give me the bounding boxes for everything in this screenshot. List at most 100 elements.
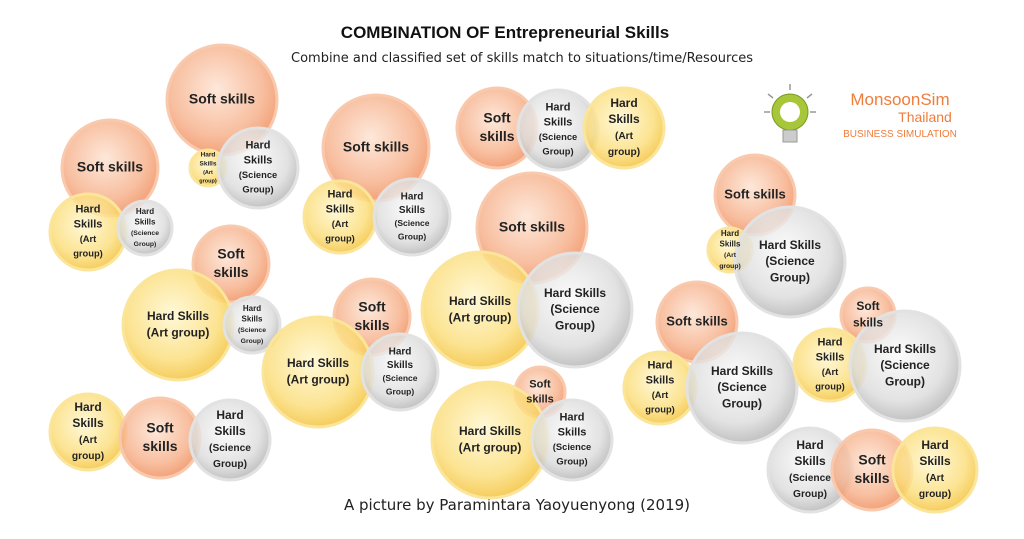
bubble-label: Soft skills — [77, 159, 143, 175]
cluster: Hard Skills (Art group) Soft skills Hard Skills… — [48, 392, 272, 482]
bubble-label: Hard Skills — [711, 364, 773, 378]
bubble-label: (Science — [209, 443, 251, 454]
bubble-label: group) — [719, 263, 741, 270]
logo-tagline: BUSINESS SIMULATION — [843, 129, 957, 140]
science-bubble — [848, 309, 962, 423]
bubble-label: Hard — [721, 229, 739, 238]
cluster: Soft skills Hard Skills (Art group) Hard Sk… — [420, 171, 634, 370]
title: COMBINATION OF Entrepreneurial Skills — [341, 23, 669, 42]
bubble-label: Hard — [921, 438, 948, 452]
bubble-label: Skills — [244, 154, 273, 166]
bubble-label: Group) — [885, 374, 925, 388]
logo-badge — [780, 102, 800, 122]
bubble-label: Hard — [201, 152, 216, 159]
bubble-label: (Art — [615, 131, 634, 142]
bubble-label: Group) — [556, 457, 587, 467]
logo-country: Thailand — [898, 109, 952, 125]
bubble-label: Soft skills — [189, 91, 255, 107]
bubble-label: (Science — [239, 170, 277, 180]
bubble-label: Skills — [242, 315, 263, 324]
bubble-label: (Science — [395, 218, 430, 228]
bubble-label: Soft skills — [666, 313, 727, 328]
bubble-label: Skills — [544, 116, 573, 128]
cluster: Soft skills Hard Skills (Art group) Hard Skil… — [622, 280, 799, 445]
bubble-label: Hard Skills — [544, 286, 606, 300]
cluster: Soft skills Hard Skills (Art group) Hard Skill… — [48, 118, 174, 272]
bubble-label: (Science — [880, 358, 930, 372]
bubble-label: (Art — [822, 367, 839, 377]
bubble-label: (Science — [765, 254, 815, 268]
science-bubble — [733, 205, 847, 319]
bubble-label: Skills — [387, 360, 414, 371]
bubble-label: group) — [199, 179, 217, 185]
bubble-label: Hard — [243, 304, 261, 313]
cluster: Soft skills Hard Skills (Art group) Hard Skil… — [706, 153, 847, 319]
bubble-label: group) — [608, 147, 640, 158]
bubble-label: Group) — [386, 387, 414, 397]
logo: MonsoonSim Thailand BUSINESS SIMULATION — [764, 84, 957, 143]
bubble-label: Skills — [816, 351, 845, 363]
bubble-label: Group) — [398, 232, 426, 242]
bubble-label: (Art — [203, 170, 213, 176]
cluster: Soft skills Hard Skills (Art group) Hard Skill… — [792, 286, 962, 423]
bubble-label: Soft — [217, 245, 245, 261]
bubble-label: Soft — [529, 378, 551, 390]
bubble-label: Group) — [770, 270, 810, 284]
bubble-label: Skills — [214, 424, 246, 438]
bubble-label: Group) — [241, 338, 264, 345]
subtitle: Combine and classified set of skills mat… — [291, 51, 753, 66]
science-bubble — [188, 398, 272, 482]
bubble-label: (Art — [724, 252, 737, 259]
bubble-label: (Science — [717, 380, 767, 394]
bubble-label: group) — [73, 249, 103, 259]
bubble-label: Hard — [74, 400, 101, 414]
bubble-label: Skills — [326, 203, 355, 215]
bubble-label: skills — [354, 317, 389, 333]
bubble-label: Soft skills — [343, 139, 409, 155]
bubble-label: Skills — [72, 416, 104, 430]
bubble-label: (Art group) — [147, 325, 210, 339]
bubble-label: Hard Skills — [459, 424, 521, 438]
bubble-label: group) — [645, 405, 675, 415]
science-bubble — [372, 177, 452, 257]
bubble-label: skills — [479, 128, 514, 144]
bubble-label: (Science — [789, 473, 831, 484]
art-bubble — [891, 426, 979, 514]
bubble-label: Soft — [483, 109, 511, 125]
bubble-label: Hard — [136, 207, 154, 216]
bubble-label: Group) — [213, 459, 247, 470]
science-bubble — [530, 398, 614, 482]
bubble-label: group) — [72, 451, 104, 462]
science-bubble — [116, 199, 174, 257]
bubble-label: skills — [142, 438, 177, 454]
logo-brand: MonsoonSim — [850, 90, 949, 109]
bubble-label: Group) — [722, 396, 762, 410]
bubble-label: skills — [854, 470, 889, 486]
bubble-label: (Science — [131, 230, 159, 237]
science-bubble — [360, 332, 440, 412]
bubble-label: Hard — [327, 189, 352, 201]
bubble-label: Hard — [796, 438, 823, 452]
bubble-label: (Science — [553, 442, 591, 452]
bubble-label: Hard Skills — [147, 309, 209, 323]
bubble-label: Hard — [610, 96, 637, 110]
bubble-label: Hard — [647, 360, 672, 372]
bubble-label: Hard — [817, 337, 842, 349]
bubble-label: Soft — [858, 451, 886, 467]
bubble-label: Group) — [242, 185, 273, 195]
bubble-label: Hard — [75, 204, 100, 216]
bubble-label: Soft — [856, 299, 879, 313]
bubble-label: Group) — [555, 318, 595, 332]
bubble-label: Hard — [559, 412, 584, 424]
bubble-label: (Art — [80, 234, 97, 244]
bubble-label: Group) — [134, 241, 157, 248]
science-bubble — [216, 126, 300, 210]
bubble-label: Hard — [545, 102, 570, 114]
cluster: Soft skills Hard Skills (Science Group) Hard Sk… — [455, 86, 666, 172]
bubble-label: Soft — [358, 298, 386, 314]
bubble-label: Skills — [646, 374, 675, 386]
bubble-label: Group) — [542, 147, 573, 157]
bubble-label: (Art group) — [449, 310, 512, 324]
bubble-label: (Art — [79, 435, 98, 446]
